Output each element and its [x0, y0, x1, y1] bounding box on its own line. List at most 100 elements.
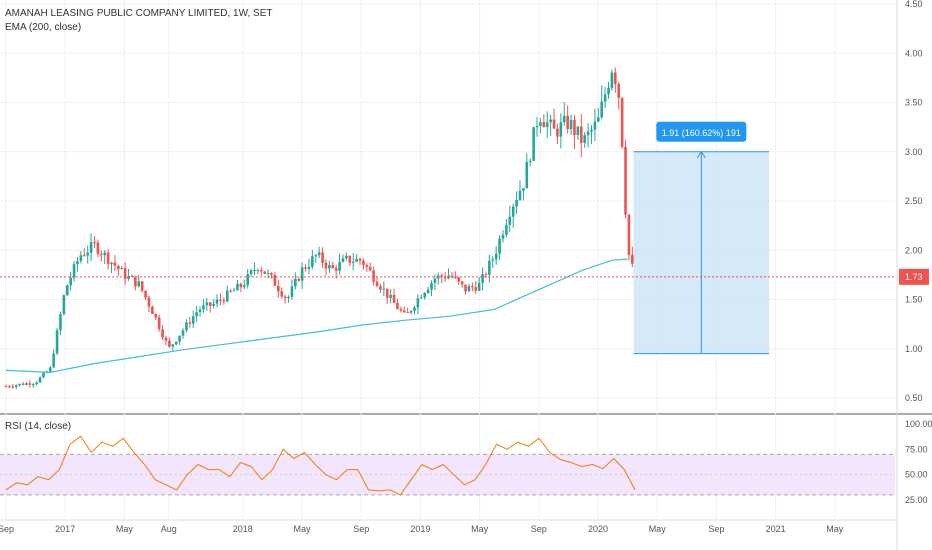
candle-body: [600, 101, 603, 118]
candle-body: [317, 252, 321, 256]
candle-body: [389, 294, 392, 298]
candle-body: [25, 383, 28, 385]
candle-body: [137, 281, 141, 287]
candle-body: [249, 270, 253, 275]
candle-body: [222, 300, 226, 302]
candle-body: [14, 385, 18, 387]
time-tick-label: May: [116, 524, 134, 534]
candle-body: [171, 344, 175, 347]
candle-body: [460, 281, 464, 285]
candle-body: [430, 282, 433, 290]
candle-body: [562, 115, 566, 123]
candle-body: [89, 242, 93, 253]
price-tick-label: 1.50: [905, 295, 923, 305]
candle-body: [273, 274, 277, 286]
last-price-label: 1.73: [905, 272, 923, 282]
time-tick-label: May: [471, 524, 489, 534]
candle-body: [287, 296, 290, 299]
candle-body: [392, 294, 396, 303]
candle-body: [583, 135, 586, 143]
candle-body: [8, 386, 11, 388]
candle-body: [246, 274, 249, 286]
candle-body: [457, 277, 461, 282]
candle-body: [345, 255, 348, 259]
candle-body: [82, 255, 86, 257]
time-tick-label: Sep: [0, 524, 14, 534]
candle-body: [134, 276, 137, 287]
candle-body: [266, 273, 270, 275]
candle-body: [528, 160, 532, 163]
candle-body: [440, 275, 444, 277]
candle-body: [164, 337, 168, 341]
price-tick-label: 0.50: [905, 393, 923, 403]
ema-line: [5, 258, 628, 374]
candle-body: [260, 269, 263, 272]
candle-body: [96, 242, 100, 255]
candle-body: [379, 286, 382, 290]
candle-body: [174, 341, 178, 345]
candle-body: [426, 289, 430, 294]
candle-body: [433, 278, 437, 283]
price-tick-label: 3.00: [905, 147, 923, 157]
candle-body: [154, 313, 158, 318]
time-tick-label: May: [826, 524, 844, 534]
time-tick-label: May: [293, 524, 311, 534]
candle-body: [280, 291, 284, 297]
candle-body: [157, 317, 161, 330]
candle-body: [450, 275, 454, 277]
candle-body: [522, 188, 525, 191]
candle-body: [300, 267, 304, 281]
candle-body: [614, 72, 617, 84]
price-tick-label: 3.50: [905, 98, 923, 108]
candle-body: [236, 283, 239, 291]
candle-body: [110, 262, 113, 265]
time-tick-label: May: [649, 524, 667, 534]
candle-body: [290, 286, 294, 297]
candle-body: [93, 242, 96, 244]
candle-body: [610, 72, 614, 88]
candle-body: [331, 265, 335, 268]
candle-body: [181, 330, 185, 336]
candle-body: [620, 98, 624, 147]
candle-body: [117, 265, 120, 270]
candle-body: [188, 322, 192, 324]
candle-body: [413, 307, 416, 311]
candle-body: [168, 340, 171, 347]
candle-body: [225, 290, 229, 302]
candle-body: [477, 282, 481, 291]
candle-body: [72, 264, 76, 278]
candle-body: [419, 297, 423, 299]
candle-body: [372, 270, 375, 282]
ema-legend: EMA (200, close): [5, 22, 82, 33]
candle-body: [586, 131, 590, 136]
candle-body: [270, 273, 273, 275]
candle-body: [62, 295, 66, 315]
candle-body: [86, 252, 89, 256]
rsi-tick-label: 75.00: [905, 444, 928, 454]
measure-label-box: [656, 121, 747, 142]
candle-body: [494, 253, 498, 260]
candle-body: [511, 206, 515, 217]
candle-body: [481, 274, 484, 283]
price-tick-label: 2.50: [905, 196, 923, 206]
candle-body: [593, 121, 597, 130]
candle-body: [38, 377, 42, 383]
candle-body: [334, 267, 338, 271]
candle-body: [324, 262, 328, 269]
candle-body: [59, 314, 62, 331]
candle-body: [545, 122, 549, 128]
candle-body: [348, 255, 352, 263]
measure-arrow-head: [696, 150, 706, 159]
rsi-tick-label: 100.00: [905, 419, 932, 429]
candle-body: [505, 224, 508, 235]
rsi-tick-label: 50.00: [905, 470, 928, 480]
candle-body: [576, 126, 580, 136]
candle-body: [202, 305, 205, 310]
time-tick-label: 2020: [588, 524, 608, 534]
rsi-legend: RSI (14, close): [5, 421, 72, 432]
candle-body: [35, 382, 38, 385]
candle-body: [304, 267, 307, 269]
candle-body: [103, 252, 107, 256]
measure-label: 1.91 (160.62%) 191: [662, 128, 741, 138]
candle-body: [208, 302, 212, 306]
